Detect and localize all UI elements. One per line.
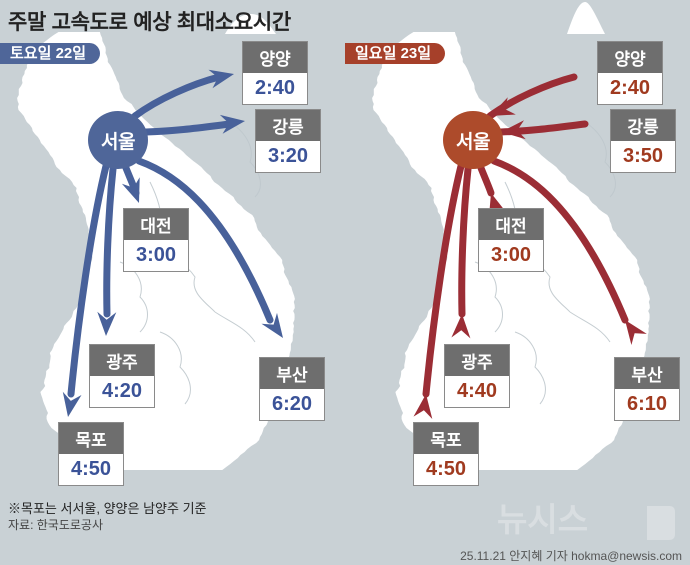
svg-text:뉴시스: 뉴시스	[497, 501, 588, 538]
